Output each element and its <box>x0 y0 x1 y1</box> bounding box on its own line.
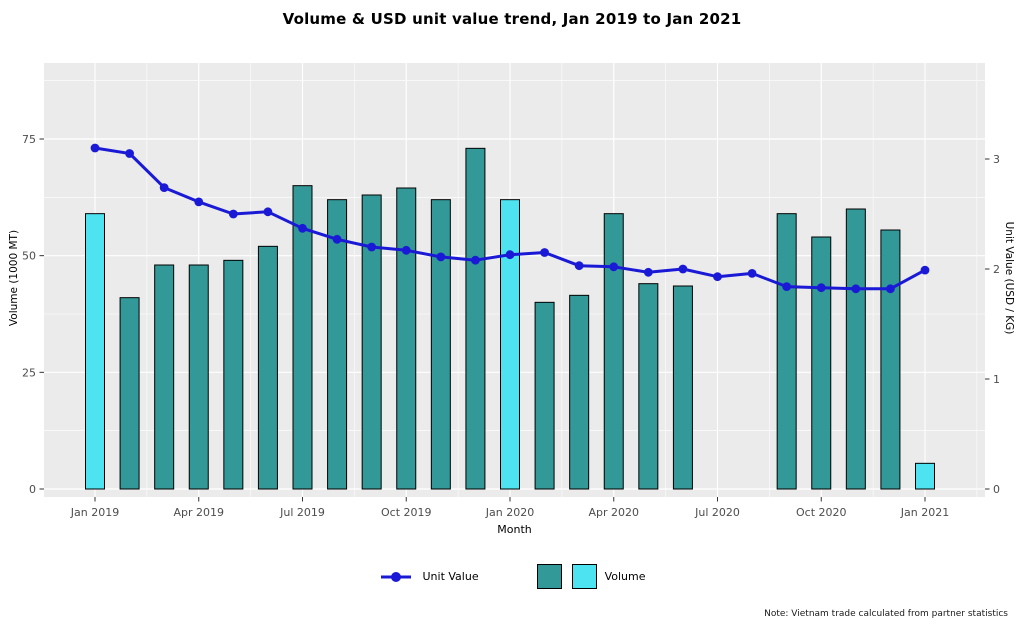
x-tick-label: Oct 2019 <box>381 506 432 519</box>
unit-value-point <box>228 209 238 219</box>
volume-bar <box>534 301 555 490</box>
x-tick-label: Apr 2019 <box>173 506 224 519</box>
volume-bar <box>361 194 382 490</box>
unit-value-point <box>816 283 826 293</box>
x-axis-title: Month <box>497 523 532 536</box>
unit-value-point <box>471 255 480 265</box>
unit-value-point <box>194 197 204 207</box>
volume-bar <box>915 462 935 490</box>
legend-item-unit-value: Unit Value <box>378 566 479 588</box>
unit-value-point <box>367 242 377 252</box>
unit-value-point <box>125 149 134 158</box>
x-tick-label: Oct 2020 <box>796 506 847 519</box>
volume-key-teal-icon <box>536 564 562 589</box>
volume-bar <box>188 264 209 490</box>
unit-value-point <box>332 234 342 244</box>
unit-value-point <box>713 272 722 282</box>
unit-value-point <box>90 143 100 153</box>
unit-value-point <box>747 269 757 278</box>
unit-value-point <box>401 245 411 255</box>
volume-bars <box>85 147 935 490</box>
unit-value-point <box>298 223 307 233</box>
unit-value-point <box>609 262 619 272</box>
chart-title: Volume & USD unit value trend, Jan 2019 … <box>282 10 742 28</box>
y-right-tick-label: 0 <box>993 483 1000 496</box>
volume-bar <box>119 297 140 490</box>
unit-value-point <box>643 267 653 277</box>
volume-bar <box>396 187 417 490</box>
y-left-tick-label: 75 <box>22 133 36 146</box>
unit-value-point <box>886 284 895 294</box>
legend-item-volume-label: Volume <box>604 570 646 583</box>
unit-value-point <box>851 284 861 294</box>
volume-bar <box>845 208 866 490</box>
x-tick-label: Jan 2019 <box>70 506 119 519</box>
y-left-tick-label: 25 <box>22 366 36 379</box>
volume-bar <box>603 213 624 490</box>
legend-item-volume: Volume <box>536 564 646 589</box>
unit-value-point <box>505 250 515 260</box>
x-tick-label: Jul 2019 <box>279 506 325 519</box>
unit-value-key-icon <box>381 571 412 582</box>
y-axis-title-right: Unit Value (USD / KG) <box>1003 221 1015 335</box>
unit-value-point <box>436 252 446 262</box>
volume-bar <box>672 285 693 490</box>
volume-bar <box>500 199 520 490</box>
x-tick-label: Jul 2020 <box>694 506 740 519</box>
volume-bar <box>430 199 451 490</box>
volume-bar <box>223 259 244 490</box>
unit-value-point <box>574 261 584 271</box>
x-tick-label: Jan 2021 <box>900 506 949 519</box>
volume-bar <box>257 245 278 490</box>
y-left-tick-label: 50 <box>22 250 36 263</box>
volume-bar <box>327 199 348 490</box>
volume-bar <box>880 229 901 490</box>
unit-value-point <box>782 282 792 291</box>
y-axis-title-left: Volume (1000 MT) <box>8 229 20 327</box>
y-right-tick-label: 1 <box>993 373 1000 386</box>
source-note: Note: Vietnam trade calculated from part… <box>764 609 1008 619</box>
volume-bar <box>569 294 590 490</box>
legend-item-unit-value-label: Unit Value <box>422 570 479 583</box>
unit-value-line <box>90 143 930 294</box>
y-right-tick-label: 2 <box>993 263 1000 276</box>
unit-value-point <box>540 248 549 257</box>
y-left-tick-label: 0 <box>29 483 36 496</box>
axis-ticks <box>39 138 990 502</box>
unit-value-point <box>263 207 273 217</box>
volume-bar <box>811 236 832 490</box>
volume-bar <box>776 213 797 490</box>
legend: Unit Value Volume <box>0 564 1024 589</box>
volume-bar <box>154 264 175 490</box>
y-right-tick-label: 3 <box>993 153 1000 166</box>
unit-value-point <box>920 265 930 275</box>
volume-key-cyan-icon <box>571 564 597 589</box>
unit-value-point <box>678 264 688 274</box>
x-tick-label: Jan 2020 <box>485 506 534 519</box>
axis-tick-labels: 0 25 50 75 0 1 2 3 Jan 2019 Apr 2019 Jul 2019 Oct 2… <box>22 133 1000 519</box>
volume-bar <box>85 213 105 490</box>
volume-bar <box>292 185 313 490</box>
volume-bar <box>465 147 486 490</box>
unit-value-point <box>159 183 169 193</box>
volume-bar <box>638 283 659 490</box>
x-tick-label: Apr 2020 <box>588 506 639 519</box>
